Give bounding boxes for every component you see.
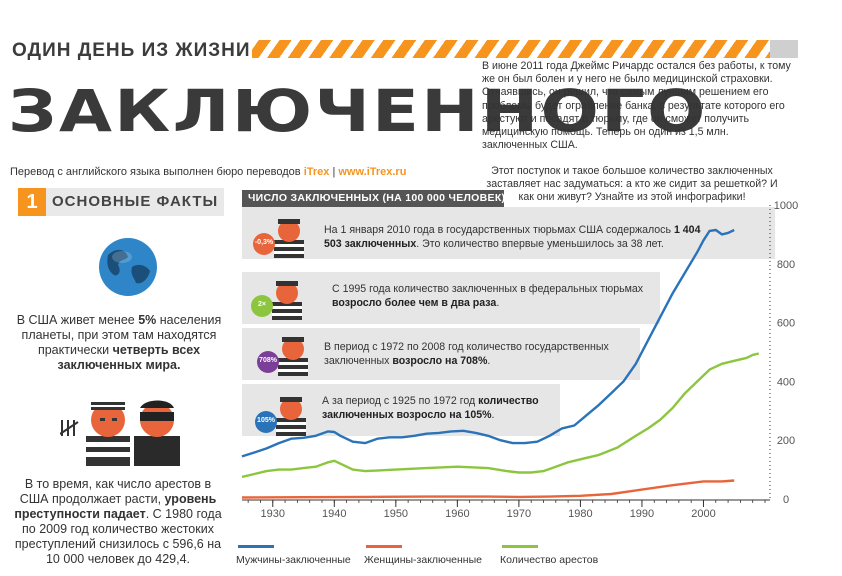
translation-credit: Перевод с английского языка выполнен бюр… <box>10 166 406 178</box>
tally-marks-icon <box>60 420 79 436</box>
fact-population-share: В США живет менее 5% населения планеты, … <box>14 313 224 373</box>
x-tick-label: 1930 <box>261 508 285 520</box>
callout-text: В период с 1972 по 2008 год количество г… <box>324 341 609 367</box>
fact2-bold: уровень преступности падает <box>14 492 217 521</box>
intro-paragraph-2: Этот поступок и такое большое количество… <box>486 165 778 204</box>
fact-icon-3 <box>256 332 318 376</box>
credit-brand[interactable]: iTrex <box>303 166 330 178</box>
fact1-text-a: В США живет менее <box>16 313 139 327</box>
x-tick-label: 1970 <box>507 508 531 520</box>
globe-icon <box>99 238 157 296</box>
fact-badge-1: -0,3% <box>254 239 274 246</box>
y-tick-label: 200 <box>777 435 795 447</box>
fact1-text-b: населения планеты, при этом там находятс… <box>21 313 222 357</box>
fact-badge-4: 105% <box>257 417 275 424</box>
callout-text: . <box>496 297 500 309</box>
fact-icon-4 <box>254 392 316 436</box>
y-tick-label: 600 <box>777 318 795 330</box>
x-tick-label: 1980 <box>568 508 592 520</box>
fact-badge-3: 708% <box>259 357 277 364</box>
header-title: ЗАКЛЮЧЕННОГО <box>8 77 708 145</box>
credit-text: Перевод с английского языка выполнен бюр… <box>10 166 301 178</box>
prisoner-icon <box>257 337 308 376</box>
legend-label-3: Количество арестов <box>500 554 599 566</box>
legend-swatch-2 <box>366 545 402 548</box>
x-tick-label: 1950 <box>384 508 408 520</box>
legend-swatch-1 <box>238 545 274 548</box>
callout-text: С 1995 года количество заключенных в фед… <box>332 283 644 295</box>
callout-text: А за период с 1925 по 1972 год <box>322 395 479 407</box>
fact-icon-1 <box>252 214 314 258</box>
fact1-bold-b: четверть всех заключенных мира. <box>57 343 201 372</box>
credit-separator: | <box>332 166 336 178</box>
x-tick-label: 1960 <box>445 508 469 520</box>
legend-swatch-3 <box>502 545 538 548</box>
section-title: ОСНОВНЫЕ ФАКТЫ <box>52 193 219 210</box>
callout-text: . <box>491 409 495 421</box>
section-header: 1 ОСНОВНЫЕ ФАКТЫ <box>18 188 224 216</box>
fact1-bold-a: 5% <box>138 313 157 327</box>
y-tick-label: 800 <box>777 259 795 271</box>
fact2-text-a: В то время, как число арестов в США прод… <box>19 477 212 506</box>
prisoners-illustration <box>60 400 180 466</box>
intro-paragraph-1: В июне 2011 года Джеймс Ричардс остался … <box>482 60 791 152</box>
x-tick-label: 2000 <box>691 508 715 520</box>
fact-badge-2: 2× <box>258 301 266 308</box>
legend-label-1: Мужчины-заключенные <box>236 554 351 566</box>
prisoner-icon <box>251 281 302 320</box>
legend-label-2: Женщины-заключенные <box>364 554 482 566</box>
chart-title-bar <box>242 190 504 208</box>
x-tick-label: 1940 <box>322 508 346 520</box>
callout-highlight: количество заключенных возросло на 105% <box>322 395 539 421</box>
callout-highlight: 1 404 503 заключенных <box>324 224 701 250</box>
callout-text: На 1 января 2010 года в государственных … <box>324 224 674 236</box>
header-subtitle: ОДИН ДЕНЬ ИЗ ЖИЗНИ <box>12 40 251 61</box>
fact2-text-b: . С 1980 года по 2009 год количество жес… <box>14 507 222 566</box>
fact-icon-2 <box>250 276 312 320</box>
callout-text: . Это количество впервые уменьшилось за … <box>416 238 664 250</box>
fact-callout-4: А за период с 1925 по 1972 год количеств… <box>322 394 552 422</box>
credit-url-link[interactable]: www.iTrex.ru <box>338 166 407 178</box>
section-number: 1 <box>18 188 46 216</box>
fact-callout-3: В период с 1972 по 2008 год количество г… <box>324 340 624 368</box>
callout-highlight: возросло более чем в два раза <box>332 297 497 309</box>
fact-callout-1: На 1 января 2010 года в государственных … <box>324 223 714 251</box>
y-tick-label: 0 <box>783 494 789 506</box>
callout-highlight: возросло на 708% <box>392 355 488 367</box>
y-tick-label: 400 <box>777 376 795 388</box>
callout-text: . <box>487 355 491 367</box>
chart-title: ЧИСЛО ЗАКЛЮЧЕННЫХ (НА 100 000 ЧЕЛОВЕК) <box>248 192 506 204</box>
prisoner-icon <box>255 397 306 436</box>
fact-callout-2: С 1995 года количество заключенных в фед… <box>332 282 662 310</box>
header-stripe-decoration <box>252 40 798 58</box>
prisoner-icon <box>253 219 304 258</box>
header-stripe-end <box>770 40 798 58</box>
fact-crime-rate: В то время, как число арестов в США прод… <box>12 477 224 567</box>
series-line-2 <box>241 479 735 499</box>
x-tick-label: 1990 <box>630 508 654 520</box>
